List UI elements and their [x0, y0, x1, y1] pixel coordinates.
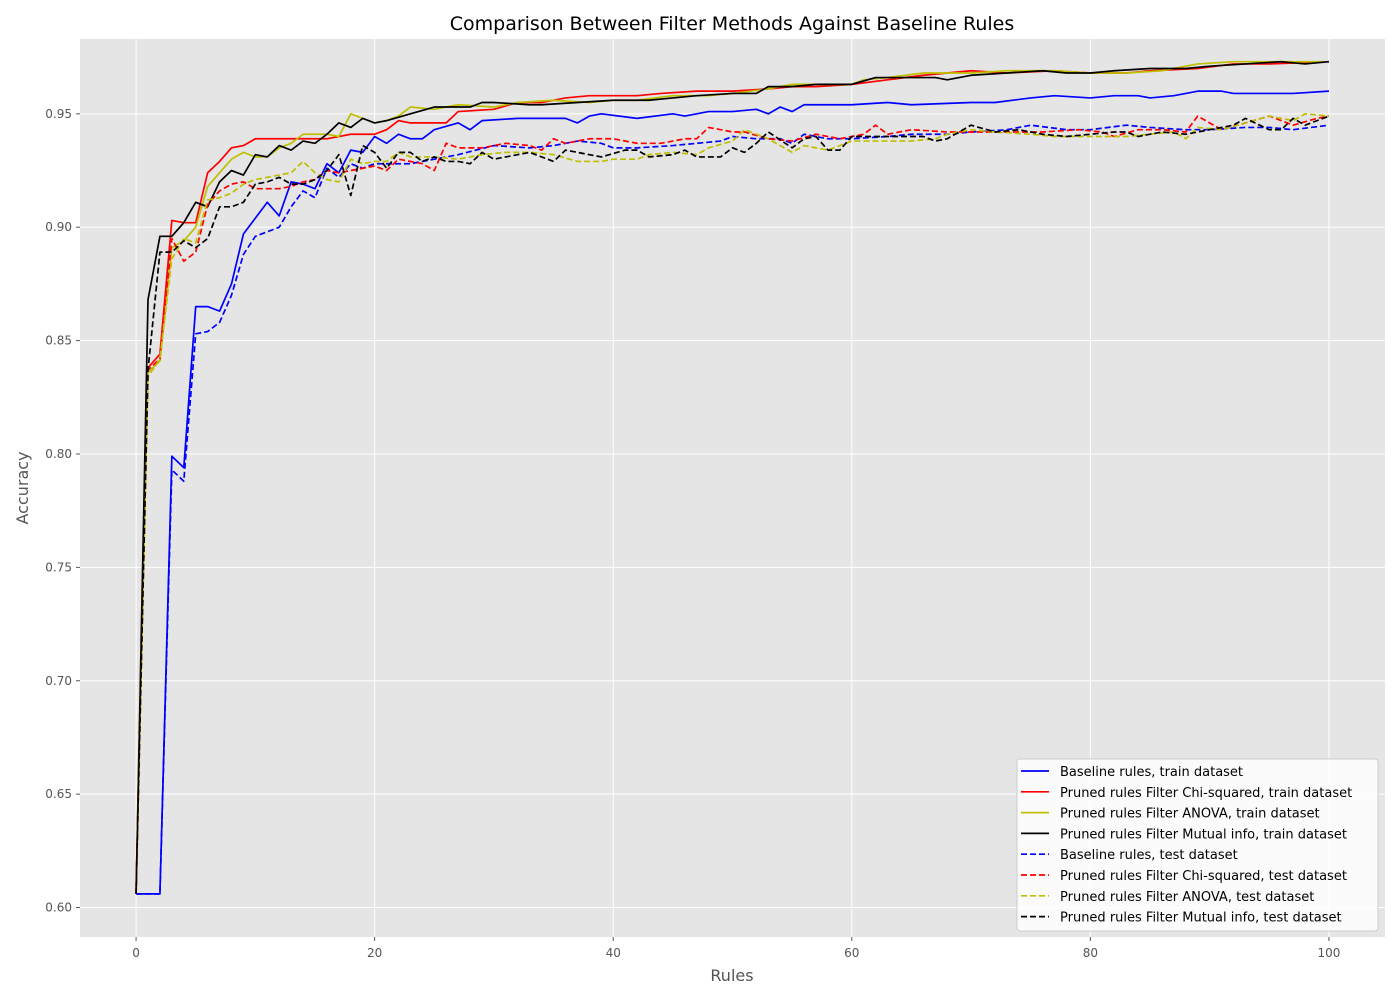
legend-label: Pruned rules Filter Mutual info, train d…	[1060, 827, 1347, 842]
legend-box	[1016, 758, 1379, 932]
y-tick-label: 0.90	[45, 220, 72, 234]
x-tick-label: 20	[367, 946, 382, 960]
y-axis-ticks: 0.60 0.65 0.70 0.75 0.80 0.85 0.90 0.95	[45, 107, 80, 915]
legend-label: Pruned rules Filter Mutual info, test da…	[1060, 911, 1342, 926]
y-tick-label: 0.95	[45, 107, 72, 121]
x-tick-label: 0	[132, 946, 140, 960]
legend: Baseline rules, train dataset Pruned rule…	[1016, 758, 1379, 932]
y-axis-label: Accuracy	[13, 451, 32, 524]
series-line-baseline-rules-train-dataset	[136, 90, 1329, 895]
x-tick-label: 60	[844, 946, 859, 960]
series-layer	[135, 60, 1330, 895]
chart-title: Comparison Between Filter Methods Agains…	[450, 13, 1015, 35]
legend-label: Pruned rules Filter Chi-squared, train d…	[1060, 786, 1352, 801]
legend-label: Baseline rules, train dataset	[1060, 765, 1243, 780]
legend-label: Baseline rules, test dataset	[1060, 848, 1238, 863]
series-line-pruned-rules-filter-anova-train-dataset	[135, 60, 1329, 894]
y-tick-label: 0.70	[45, 674, 72, 688]
y-tick-label: 0.60	[45, 901, 72, 915]
y-tick-label: 0.80	[45, 447, 72, 461]
series-line-pruned-rules-filter-chi-squared-test-dataset	[135, 115, 1330, 894]
x-tick-label: 100	[1317, 946, 1340, 960]
series-line-baseline-rules-test-dataset	[136, 124, 1330, 895]
y-tick-label: 0.75	[45, 560, 72, 574]
series-line-pruned-rules-filter-anova-test-dataset	[135, 112, 1330, 894]
y-tick-label: 0.85	[45, 334, 72, 348]
legend-label: Pruned rules Filter Chi-squared, test da…	[1060, 869, 1347, 884]
x-tick-label: 80	[1083, 946, 1098, 960]
series-line-pruned-rules-filter-mutual-info-test-dataset	[135, 115, 1330, 894]
x-tick-label: 40	[606, 946, 621, 960]
legend-label: Pruned rules Filter ANOVA, test dataset	[1060, 890, 1314, 905]
y-tick-label: 0.65	[45, 787, 72, 801]
series-line-pruned-rules-filter-mutual-info-train-dataset	[135, 60, 1330, 894]
x-axis-label: Rules	[710, 966, 753, 985]
legend-label: Pruned rules Filter ANOVA, train dataset	[1060, 807, 1320, 822]
x-axis-ticks: 0 20 40 60 80 100	[132, 937, 1340, 960]
